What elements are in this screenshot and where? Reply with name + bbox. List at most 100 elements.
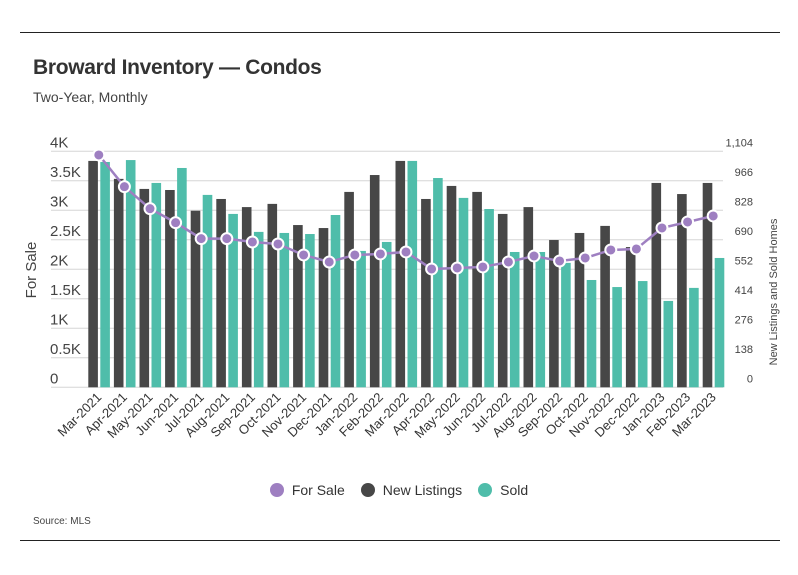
left-tick-label: 0.5K [50, 341, 81, 358]
bar-sold [279, 232, 290, 388]
legend-new-listings[interactable]: New Listings [360, 482, 463, 498]
point-for-sale [322, 255, 336, 269]
right-tick-label: 552 [735, 255, 753, 267]
point-for-sale [553, 254, 567, 268]
legend-swatch-for-sale [269, 483, 284, 497]
bar-new-listings [421, 198, 431, 388]
top-rule [20, 32, 780, 33]
right-tick-label: 276 [735, 314, 753, 326]
bar-sold [356, 250, 366, 388]
bar-sold [305, 234, 315, 388]
bar-sold [151, 182, 162, 388]
right-axis-title: New Listings and Sold Homes [768, 218, 780, 365]
bar-new-listings [369, 175, 380, 388]
point-for-sale [373, 247, 387, 261]
bar-sold [330, 215, 341, 388]
right-tick-label: 414 [735, 285, 753, 297]
bar-sold [458, 197, 469, 388]
bar-new-listings [497, 213, 508, 388]
point-for-sale [655, 221, 669, 235]
point-for-sale [527, 249, 541, 263]
chart-title: Broward Inventory — Condos [33, 56, 322, 79]
bar-new-listings [523, 207, 534, 388]
bar-new-listings [190, 210, 201, 388]
point-for-sale [681, 215, 695, 229]
source-note: Source: MLS [33, 516, 91, 527]
bar-new-listings [113, 178, 124, 388]
right-tick-label: 0 [747, 373, 753, 385]
point-for-sale [604, 243, 618, 257]
left-tick-label: 1.5K [50, 282, 81, 299]
left-tick-label: 2.5K [50, 223, 81, 240]
bar-new-listings [241, 207, 252, 388]
legend: For Sale New Listings Sold [0, 482, 798, 498]
legend-label: New Listings [382, 482, 463, 498]
point-for-sale [117, 180, 131, 194]
point-for-sale [245, 235, 259, 249]
point-for-sale [297, 248, 311, 262]
legend-label: Sold [500, 482, 529, 498]
point-for-sale [194, 232, 208, 246]
legend-label: For Sale [291, 482, 345, 498]
point-for-sale [220, 232, 234, 246]
point-for-sale [348, 248, 362, 262]
bar-new-listings [651, 182, 662, 388]
bar-sold [509, 251, 520, 388]
bar-new-listings [549, 240, 559, 388]
bar-new-listings [472, 191, 482, 388]
bottom-rule [20, 540, 780, 541]
chart-subtitle: Two-Year, Monthly [33, 89, 148, 105]
bar-new-listings [625, 247, 636, 388]
bar-new-listings [318, 228, 329, 388]
bar-new-listings [216, 198, 226, 388]
bar-new-listings [600, 225, 610, 388]
bar-sold [612, 287, 622, 388]
bar-sold [202, 194, 213, 388]
right-tick-label: 828 [735, 196, 753, 208]
bar-sold [637, 281, 648, 388]
left-tick-label: 3K [50, 193, 68, 210]
point-for-sale [450, 261, 464, 275]
point-for-sale [501, 255, 515, 269]
bar-new-listings [395, 160, 406, 388]
legend-sold[interactable]: Sold [478, 482, 528, 498]
legend-for-sale[interactable]: For Sale [269, 482, 345, 498]
bar-sold [561, 262, 571, 388]
right-tick-label: 690 [735, 226, 753, 238]
bar-new-listings [139, 188, 150, 388]
bar-sold [407, 160, 418, 388]
bar-new-listings [165, 189, 175, 388]
bar-sold [535, 251, 546, 388]
bar-new-listings [677, 194, 687, 388]
bar-sold [253, 231, 264, 388]
point-for-sale [169, 216, 183, 230]
bar-new-listings [88, 160, 98, 388]
bar-new-listings [446, 185, 457, 388]
right-tick-label: 138 [735, 344, 753, 356]
left-tick-label: 2K [50, 252, 68, 269]
right-tick-label: 1,104 [725, 137, 753, 149]
bar-sold [663, 300, 674, 388]
bar-sold [381, 241, 392, 388]
bar-sold [100, 161, 110, 388]
left-axis-title: For Sale [23, 242, 40, 299]
bar-sold [714, 257, 725, 388]
point-for-sale [271, 237, 285, 251]
point-for-sale [143, 202, 157, 216]
bar-sold [177, 167, 187, 388]
right-tick-label: 966 [735, 167, 753, 179]
point-for-sale [706, 209, 720, 223]
bar-sold [125, 160, 136, 388]
bar-new-listings [293, 225, 303, 388]
point-for-sale [425, 262, 439, 276]
legend-swatch-sold [478, 483, 493, 497]
bar-sold [484, 209, 494, 388]
left-tick-label: 1K [50, 311, 68, 328]
point-for-sale [476, 260, 490, 274]
left-tick-label: 3.5K [50, 164, 81, 181]
bar-sold [433, 178, 443, 388]
bar-new-listings [574, 232, 585, 388]
bar-sold [228, 213, 238, 388]
